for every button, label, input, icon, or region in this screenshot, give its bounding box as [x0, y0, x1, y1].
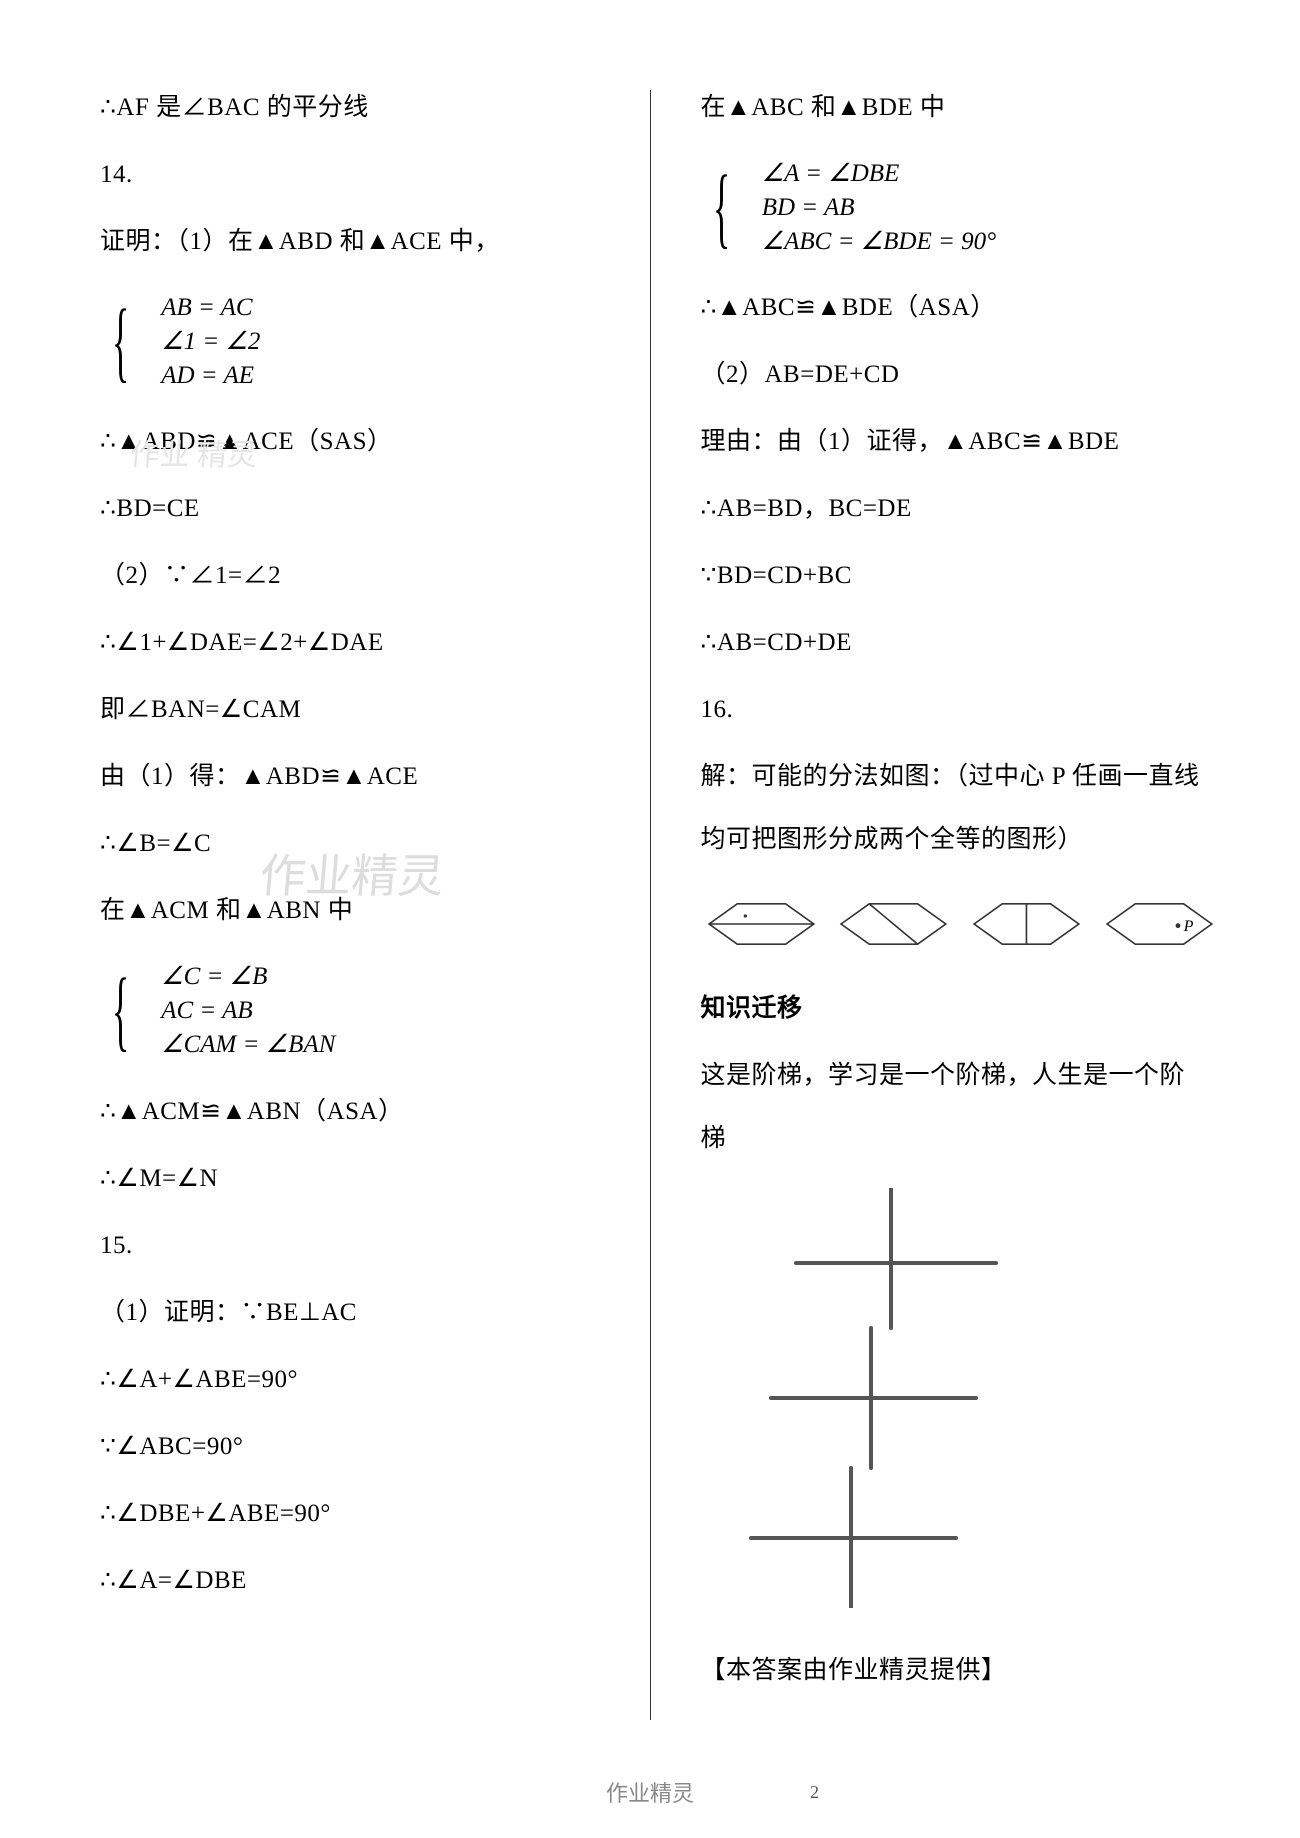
- equation-line: AC = AB: [161, 994, 335, 1028]
- text-line: 梯: [701, 1121, 1221, 1156]
- column-right: 在▲ABC 和▲BDE 中 { ∠A = ∠DBE BD = AB ∠ABC =…: [691, 90, 1221, 1720]
- brace-lines: ∠A = ∠DBE BD = AB ∠ABC = ∠BDE = 90°: [762, 157, 996, 258]
- document-page: 作业 精灵 作业精灵 ∴AF 是∠BAC 的平分线 14. 证明：（1）在▲AB…: [0, 0, 1300, 1838]
- problem-number: 14.: [100, 157, 620, 192]
- equation-line: ∠ABC = ∠BDE = 90°: [762, 225, 996, 259]
- brace-lines: AB = AC ∠1 = ∠2 AD = AE: [161, 291, 260, 392]
- hexagon-horizontal-split: [701, 889, 822, 959]
- hexagon-diagrams: P: [701, 889, 1221, 959]
- equation-line: AB = AC: [161, 291, 260, 325]
- equation-line: AD = AE: [161, 359, 260, 393]
- text-line: 在▲ACM 和▲ABN 中: [100, 893, 620, 928]
- hexagon-vertical-split: [966, 889, 1087, 959]
- equation-system: { ∠C = ∠B AC = AB ∠CAM = ∠BAN: [100, 960, 620, 1061]
- point-label: P: [1183, 919, 1194, 936]
- text-line: 证明：（1）在▲ABD 和▲ACE 中，: [100, 224, 620, 259]
- text-line: ∴∠A=∠DBE: [100, 1563, 620, 1598]
- staircase-diagram: [741, 1188, 1221, 1613]
- equation-line: ∠C = ∠B: [161, 960, 335, 994]
- text-line: ∵BD=CD+BC: [701, 558, 1221, 593]
- text-line: （2）AB=DE+CD: [701, 357, 1221, 392]
- text-line: ∴▲ABD≌▲ACE（SAS）: [100, 424, 620, 459]
- two-column-layout: ∴AF 是∠BAC 的平分线 14. 证明：（1）在▲ABD 和▲ACE 中， …: [100, 90, 1220, 1720]
- left-brace-icon: {: [713, 172, 730, 244]
- brace-lines: ∠C = ∠B AC = AB ∠CAM = ∠BAN: [161, 960, 335, 1061]
- left-brace-icon: {: [112, 306, 129, 378]
- hexagon-point-p: P: [1099, 889, 1220, 959]
- text-line: ∴∠M=∠N: [100, 1161, 620, 1196]
- text-line: ∴▲ABC≌▲BDE（ASA）: [701, 290, 1221, 325]
- equation-line: BD = AB: [762, 191, 996, 225]
- text-line: ∵∠ABC=90°: [100, 1429, 620, 1464]
- problem-number: 16.: [701, 692, 1221, 727]
- text-line: 即∠BAN=∠CAM: [100, 692, 620, 727]
- text-line: ∴∠DBE+∠ABE=90°: [100, 1496, 620, 1531]
- equation-system: { AB = AC ∠1 = ∠2 AD = AE: [100, 291, 620, 392]
- section-heading: 知识迁移: [701, 991, 1221, 1026]
- text-line: 均可把图形分成两个全等的图形）: [701, 822, 1221, 857]
- text-line: ∴∠1+∠DAE=∠2+∠DAE: [100, 625, 620, 660]
- text-line: ∴∠A+∠ABE=90°: [100, 1362, 620, 1397]
- equation-line: ∠1 = ∠2: [161, 325, 260, 359]
- equation-line: ∠CAM = ∠BAN: [161, 1028, 335, 1062]
- column-left: ∴AF 是∠BAC 的平分线 14. 证明：（1）在▲ABD 和▲ACE 中， …: [100, 90, 651, 1720]
- text-line: ∴AF 是∠BAC 的平分线: [100, 90, 620, 125]
- text-line: 理由：由（1）证得，▲ABC≌▲BDE: [701, 424, 1221, 459]
- text-line: ∴▲ACM≌▲ABN（ASA）: [100, 1094, 620, 1129]
- equation-system: { ∠A = ∠DBE BD = AB ∠ABC = ∠BDE = 90°: [701, 157, 1221, 258]
- text-line: ∴BD=CE: [100, 491, 620, 526]
- hexagon-diagonal-split: [833, 889, 954, 959]
- text-line: 解：可能的分法如图：（过中心 P 任画一直线: [701, 759, 1221, 794]
- text-line: （1）证明：∵BE⊥AC: [100, 1295, 620, 1330]
- footer-watermark: 作业精灵: [0, 1776, 1300, 1808]
- attribution-line: 【本答案由作业精灵提供】: [701, 1653, 1221, 1688]
- text-line: ∴AB=CD+DE: [701, 625, 1221, 660]
- text-line: 由（1）得：▲ABD≌▲ACE: [100, 759, 620, 794]
- text-line: ∴AB=BD，BC=DE: [701, 491, 1221, 526]
- text-line: ∴∠B=∠C: [100, 826, 620, 861]
- page-number: 2: [810, 1782, 819, 1803]
- equation-line: ∠A = ∠DBE: [762, 157, 996, 191]
- text-line: 在▲ABC 和▲BDE 中: [701, 90, 1221, 125]
- text-line: 这是阶梯，学习是一个阶梯，人生是一个阶: [701, 1058, 1221, 1093]
- left-brace-icon: {: [112, 975, 129, 1047]
- problem-number: 15.: [100, 1228, 620, 1263]
- text-line: （2）∵∠1=∠2: [100, 558, 620, 593]
